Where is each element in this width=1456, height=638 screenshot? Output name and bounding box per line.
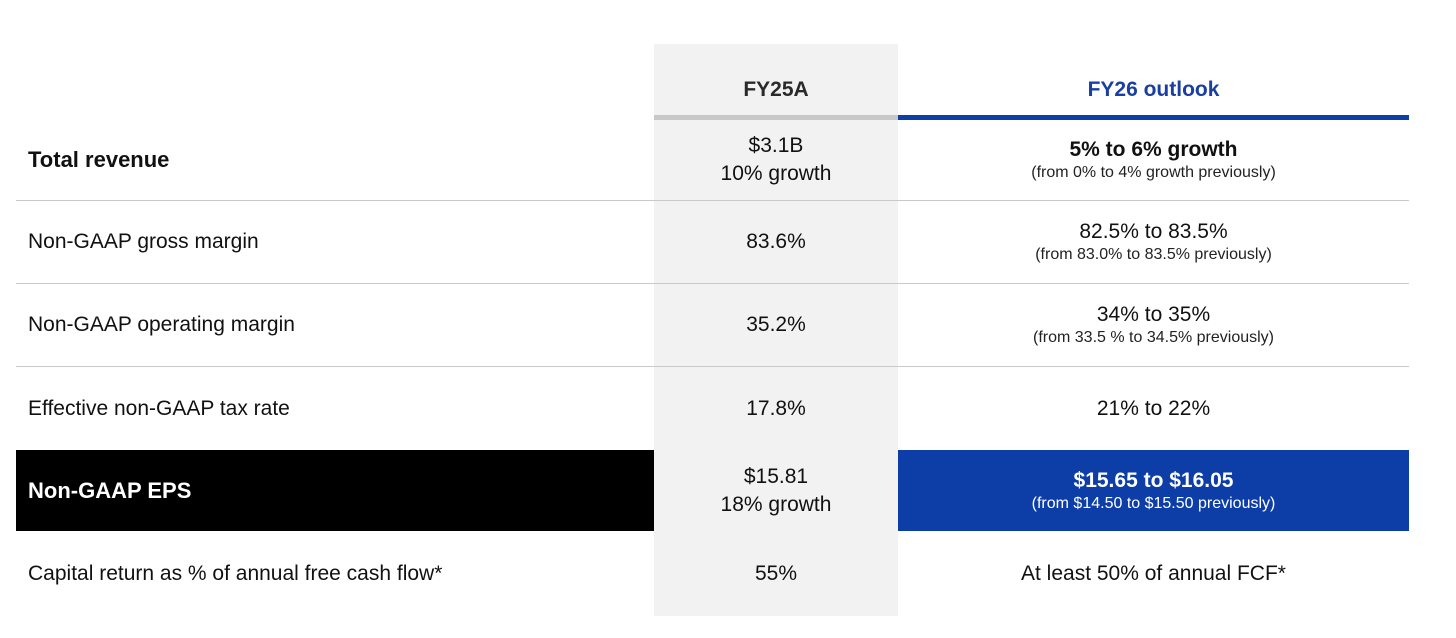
fy26-outlook-main: At least 50% of annual FCF* xyxy=(1021,562,1286,585)
column-header-underline-fy26-outlook xyxy=(898,115,1409,120)
row-label: Non-GAAP gross margin xyxy=(28,230,259,253)
column-header-fy25a: FY25A xyxy=(743,78,809,101)
fy26-outlook-value: 21% to 22% xyxy=(898,396,1409,422)
fy26-outlook-note: (from $14.50 to $15.50 previously) xyxy=(1031,494,1276,512)
fy26-outlook-value: 5% to 6% growth (from 0% to 4% growth pr… xyxy=(898,137,1409,183)
fy26-outlook-main: $15.65 to $16.05 xyxy=(1073,468,1234,492)
fy25a-value: 35.2% xyxy=(746,313,806,336)
column-header-underline-fy25a xyxy=(654,115,898,120)
row-label: Effective non-GAAP tax rate xyxy=(28,396,290,420)
table-row-capital-return: Capital return as % of annual free cash … xyxy=(16,533,1409,615)
row-label: Non-GAAP EPS xyxy=(16,450,654,531)
fy25a-value-line2: 10% growth xyxy=(720,162,832,185)
fy26-outlook-main: 21% to 22% xyxy=(1096,396,1211,420)
fy25a-value-line1: $3.1B xyxy=(748,134,804,157)
row-label: Total revenue xyxy=(28,147,170,172)
fy26-outlook-value: 34% to 35% (from 33.5 % to 34.5% previou… xyxy=(898,302,1409,348)
fy25a-value-line1: $15.81 xyxy=(743,464,809,488)
fy25a-value-line2: 18% growth xyxy=(720,492,832,516)
fy26-outlook-main: 5% to 6% growth xyxy=(1069,138,1238,161)
fy26-outlook-value: $15.65 to $16.05 (from $14.50 to $15.50 … xyxy=(898,450,1409,531)
table-row-tax-rate: Effective non-GAAP tax rate 17.8% 21% to… xyxy=(16,367,1409,450)
fy26-outlook-note: (from 33.5 % to 34.5% previously) xyxy=(1033,329,1274,346)
table-row-eps: Non-GAAP EPS $15.81 18% growth $15.65 to… xyxy=(16,450,1409,531)
fy25a-value: $15.81 18% growth xyxy=(654,450,898,531)
fy26-outlook-main: 82.5% to 83.5% xyxy=(1079,220,1228,243)
row-label: Non-GAAP operating margin xyxy=(28,313,295,336)
fy26-outlook-value: 82.5% to 83.5% (from 83.0% to 83.5% prev… xyxy=(898,219,1409,265)
fy26-outlook-value: At least 50% of annual FCF* xyxy=(898,561,1409,587)
fy26-outlook-note: (from 83.0% to 83.5% previously) xyxy=(1035,246,1272,263)
column-header-fy26-outlook: FY26 outlook xyxy=(1087,78,1220,101)
fy26-outlook-main: 34% to 35% xyxy=(1096,303,1211,326)
row-label: Capital return as % of annual free cash … xyxy=(28,562,443,585)
fy25a-value: $3.1B 10% growth xyxy=(654,132,898,188)
fy25a-value: 55% xyxy=(754,562,798,585)
fy25a-value: 17.8% xyxy=(746,396,806,420)
table-row-operating-margin: Non-GAAP operating margin 35.2% 34% to 3… xyxy=(16,284,1409,367)
table-row-total-revenue: Total revenue $3.1B 10% growth 5% to 6% … xyxy=(16,120,1409,201)
fy26-outlook-note: (from 0% to 4% growth previously) xyxy=(1031,164,1276,181)
fy25a-column-background xyxy=(654,44,898,616)
table-row-gross-margin: Non-GAAP gross margin 83.6% 82.5% to 83.… xyxy=(16,201,1409,284)
fy25a-value: 83.6% xyxy=(746,230,806,253)
